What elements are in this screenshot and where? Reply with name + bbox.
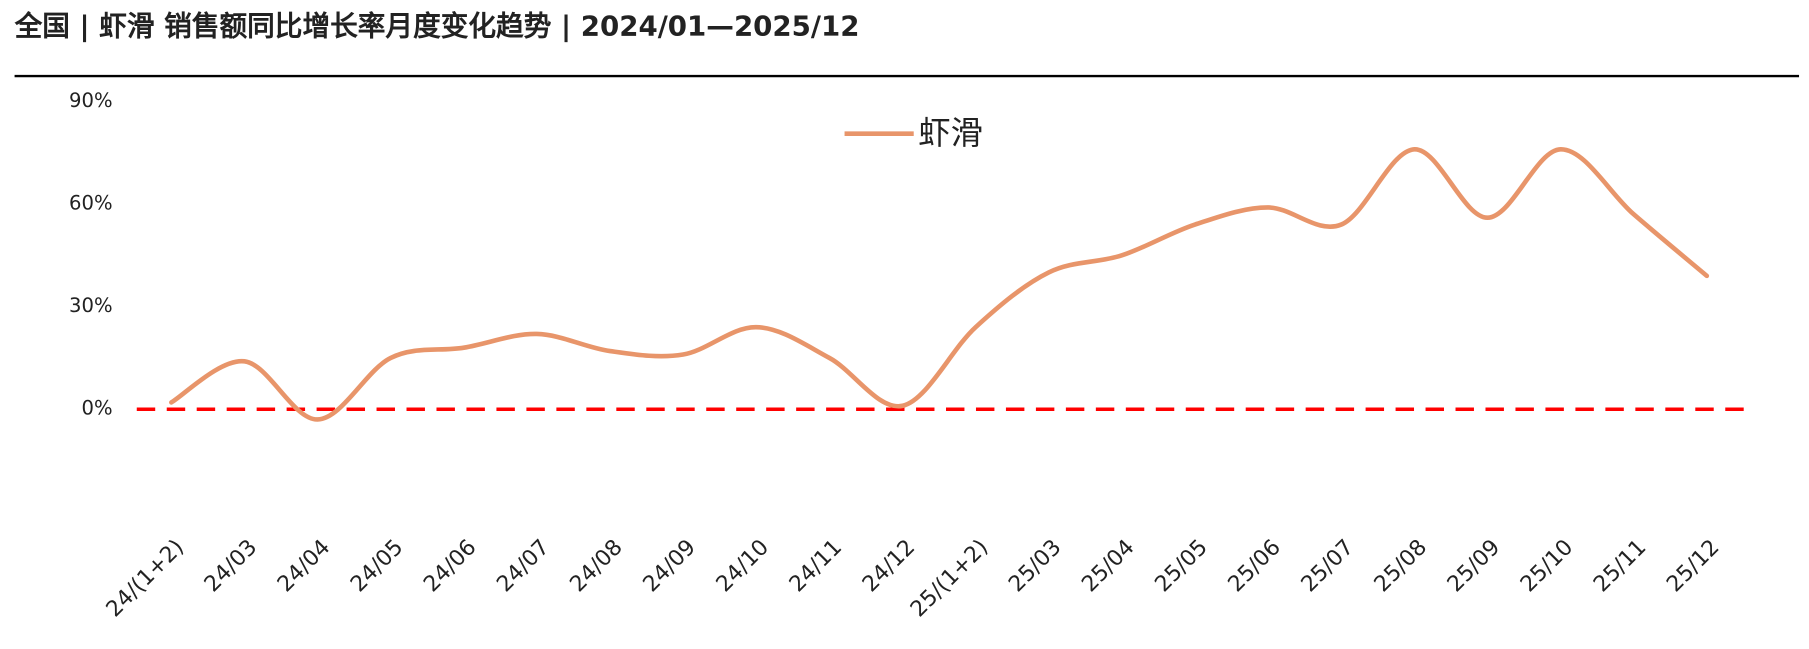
x-tick-label: 25/10 — [1516, 535, 1578, 597]
x-tick-label: 25/11 — [1589, 535, 1651, 597]
x-tick-label: 24/09 — [639, 535, 701, 597]
x-tick-label: 25/09 — [1443, 535, 1505, 597]
x-tick-label: 25/12 — [1662, 535, 1724, 597]
x-tick-label: 24/(1+2) — [102, 535, 189, 622]
chart-title: 全国 | 虾滑 销售额同比增长率月度变化趋势 | 2024/01—2025/12 — [14, 10, 860, 43]
legend-label: 虾滑 — [918, 114, 983, 152]
x-tick-label: 24/04 — [273, 535, 335, 597]
x-tick-label: 24/08 — [565, 535, 627, 597]
x-tick-label: 24/06 — [419, 535, 481, 597]
y-tick-label: 30% — [69, 294, 113, 317]
y-tick-label: 60% — [69, 192, 113, 215]
y-tick-label: 0% — [81, 397, 112, 420]
x-tick-label: 24/11 — [785, 535, 847, 597]
x-tick-label: 24/05 — [346, 535, 408, 597]
series-line — [169, 147, 1710, 422]
x-tick-label: 25/05 — [1150, 535, 1212, 597]
x-tick-label: 25/08 — [1370, 535, 1432, 597]
x-tick-label: 24/10 — [712, 535, 774, 597]
y-tick-label: 90% — [69, 89, 113, 112]
x-tick-label: 25/06 — [1224, 535, 1286, 597]
x-tick-label: 25/04 — [1077, 535, 1139, 597]
x-tick-label: 24/12 — [858, 535, 920, 597]
x-tick-label: 24/07 — [492, 535, 554, 597]
x-tick-label: 25/07 — [1297, 535, 1359, 597]
x-tick-label: 25/(1+2) — [906, 535, 993, 622]
x-tick-label: 25/03 — [1004, 535, 1066, 597]
x-tick-label: 24/03 — [200, 535, 262, 597]
